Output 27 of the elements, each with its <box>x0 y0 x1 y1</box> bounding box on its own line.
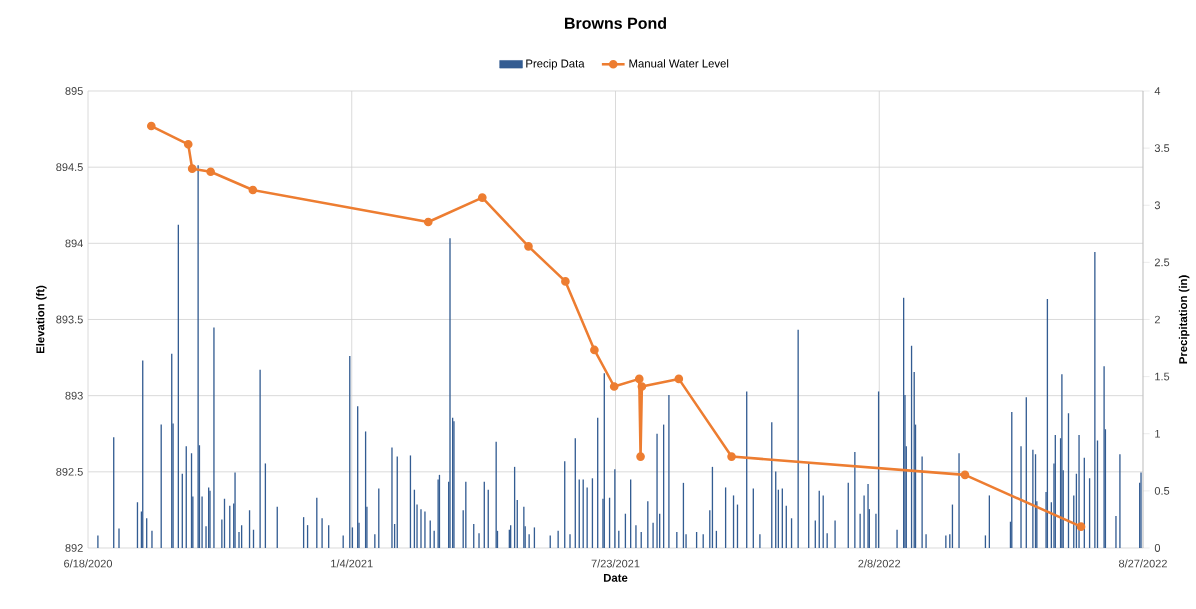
y-tick-label: 894 <box>65 239 83 248</box>
x-axis-title: Date <box>603 573 628 582</box>
x-tick-label: 7/23/2021 <box>591 559 640 568</box>
y-axis-title: Elevation (ft) <box>36 285 47 354</box>
y2-tick-label: 2.5 <box>1154 258 1170 267</box>
y-tick-label: 892.5 <box>56 467 83 476</box>
y-tick-label: 892 <box>65 544 83 552</box>
chart-title: Browns Pond <box>565 17 666 29</box>
y2-tick-label: 3 <box>1154 201 1160 210</box>
y2-axis-title: Precipitation (in) <box>1178 275 1190 364</box>
y2-tick-label: 3.5 <box>1154 144 1170 153</box>
y2-tick-label: 1.5 <box>1155 372 1170 381</box>
legend-label: Precip Data <box>526 59 585 70</box>
x-tick-label: 8/27/2022 <box>1119 559 1167 568</box>
y-tick-label: 893.5 <box>56 315 83 324</box>
x-tick-label: 6/18/2020 <box>64 559 113 568</box>
x-tick-label: 2/8/2022 <box>858 559 901 568</box>
y-tick-label: 895 <box>65 87 83 95</box>
y2-tick-label: 1 <box>1155 429 1160 438</box>
y2-tick-label: 0.5 <box>1154 486 1170 495</box>
x-tick-label: 1/4/2021 <box>331 559 373 568</box>
y2-tick-label: 0 <box>1154 544 1161 552</box>
y2-tick-label: 2 <box>1154 315 1160 324</box>
legend-label: Manual Water Level <box>629 59 729 68</box>
y-tick-label: 893 <box>65 391 83 400</box>
y-tick-label: 894.5 <box>56 163 83 172</box>
y2-tick-label: 4 <box>1154 87 1161 95</box>
